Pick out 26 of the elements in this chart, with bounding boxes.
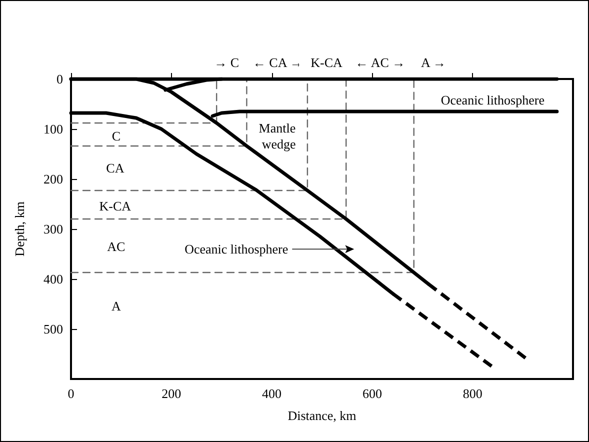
text: A → [420, 55, 446, 70]
text: → C [214, 55, 240, 70]
x-axis-title: Distance, km [288, 408, 356, 423]
x-tick-label: 0 [68, 386, 74, 401]
y-tick-label: 300 [44, 222, 63, 236]
y-tick-label: 400 [44, 272, 63, 286]
y-tick-label: 100 [44, 122, 63, 136]
text: ← AC → [355, 55, 406, 70]
annotation: C [112, 128, 121, 144]
y-tick-label: 0 [56, 72, 63, 86]
y-tick-label: 500 [44, 322, 63, 336]
text: ← CA → [252, 55, 303, 70]
y-tick-label: 200 [44, 172, 63, 186]
x-tick-label: 200 [162, 386, 182, 401]
text: K-CA [310, 55, 344, 70]
x-tick-label: 600 [362, 386, 382, 401]
annotation: CA [106, 160, 125, 176]
annotation: K-CA [99, 198, 132, 214]
annotation: AC [107, 238, 126, 254]
x-tick-label: 800 [462, 386, 482, 401]
annotation: Mantle wedge [258, 120, 299, 152]
annotation: A [111, 298, 122, 314]
annotation: Oceanic lithosphere [440, 92, 545, 108]
x-tick-label: 400 [262, 386, 282, 401]
annotation: Oceanic lithosphere [184, 242, 288, 257]
y-axis-title: Depth, km [12, 202, 27, 256]
